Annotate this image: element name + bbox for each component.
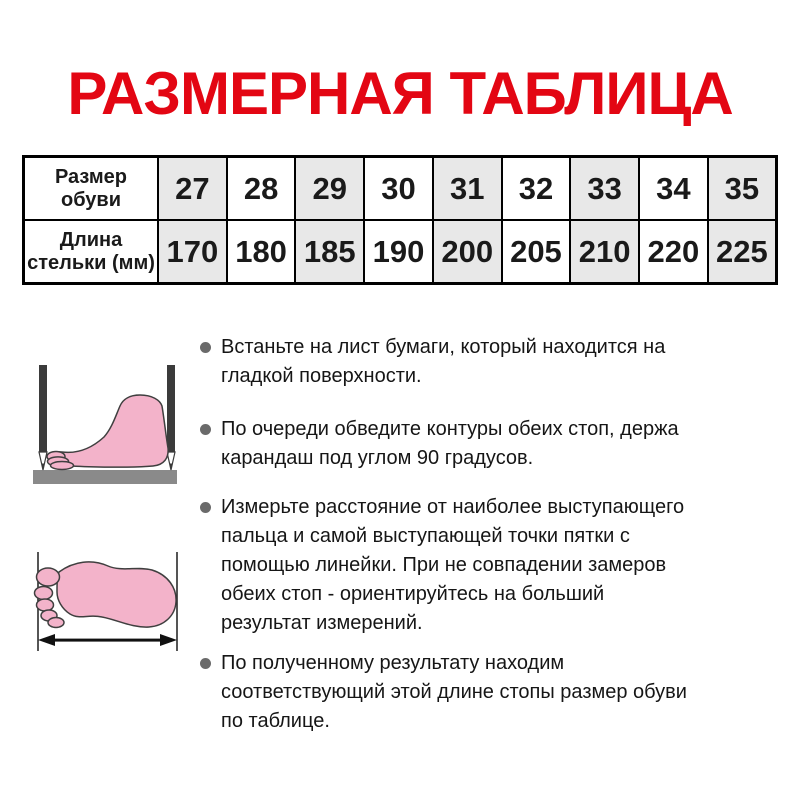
length-cell: 170 xyxy=(157,219,228,285)
size-table: Размер обуви 27 28 29 30 31 32 33 34 35 … xyxy=(22,155,778,285)
size-cell: 27 xyxy=(157,155,228,221)
size-cell: 33 xyxy=(569,155,641,221)
bullet-icon xyxy=(200,658,211,669)
size-cell: 29 xyxy=(294,155,366,221)
table-row-lengths: Длина стельки (мм) 170 180 185 190 200 2… xyxy=(22,219,778,285)
pencil-right-icon xyxy=(166,365,176,471)
instruction-text: По очереди обведите контуры обеих стоп, … xyxy=(221,418,679,469)
length-arrow-icon xyxy=(38,634,177,646)
row-label-insole-length: Длина стельки (мм) xyxy=(22,219,159,285)
length-cell: 220 xyxy=(638,219,709,285)
foot-side-measure-icon xyxy=(33,365,177,484)
row-label-shoe-size: Размер обуви xyxy=(22,155,159,221)
bullet-icon xyxy=(200,502,211,513)
length-cell: 180 xyxy=(225,219,297,285)
instruction-item-2: По очереди обведите контуры обеих стоп, … xyxy=(200,415,785,473)
pencil-left-icon xyxy=(38,365,48,471)
length-cell: 210 xyxy=(569,219,641,285)
foot-side-measure-illustration xyxy=(30,360,180,488)
length-cell: 185 xyxy=(294,219,366,285)
instruction-text: Измерьте расстояние от наиболее выступаю… xyxy=(221,496,685,634)
foot-top-icon xyxy=(33,561,177,629)
bullet-icon xyxy=(200,424,211,435)
length-cell: 225 xyxy=(706,219,778,285)
foot-side-icon xyxy=(46,394,169,471)
instruction-item-3: Измерьте расстояние от наиболее выступаю… xyxy=(200,493,785,638)
paper-board xyxy=(33,470,177,484)
length-cell: 200 xyxy=(431,219,503,285)
bullet-icon xyxy=(200,342,211,353)
instruction-item-4: По полученному результату находим соотве… xyxy=(200,649,785,736)
instruction-item-1: Встаньте на лист бумаги, который находит… xyxy=(200,333,785,391)
size-cell: 30 xyxy=(363,155,434,221)
length-cell: 190 xyxy=(363,219,434,285)
size-cell: 34 xyxy=(638,155,709,221)
page-title: РАЗМЕРНАЯ ТАБЛИЦА xyxy=(67,60,733,127)
size-cell: 28 xyxy=(225,155,297,221)
size-table-container: Размер обуви 27 28 29 30 31 32 33 34 35 … xyxy=(22,155,778,285)
size-cell: 35 xyxy=(706,155,778,221)
instruction-text: По полученному результату находим соотве… xyxy=(221,652,687,732)
foot-top-length-illustration xyxy=(30,550,185,655)
instruction-text: Встаньте на лист бумаги, который находит… xyxy=(221,336,666,387)
size-cell: 31 xyxy=(431,155,503,221)
table-row-sizes: Размер обуви 27 28 29 30 31 32 33 34 35 xyxy=(22,155,778,221)
size-cell: 32 xyxy=(500,155,572,221)
foot-top-length-icon xyxy=(33,552,178,651)
length-cell: 205 xyxy=(500,219,572,285)
